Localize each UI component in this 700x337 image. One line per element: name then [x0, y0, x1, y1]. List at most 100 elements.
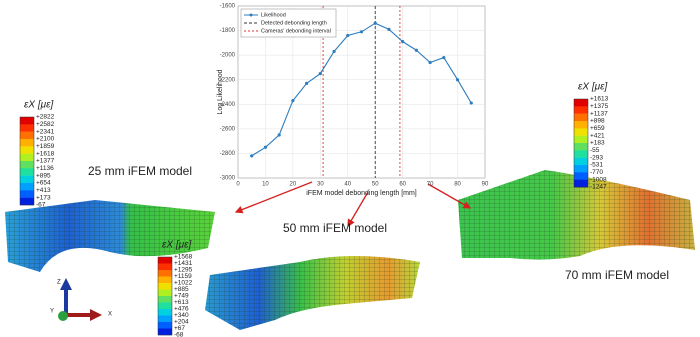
colorbar-label: -293: [590, 154, 603, 161]
colorbar-label: +476: [174, 306, 189, 313]
x-tick-label: 90: [482, 182, 489, 188]
colorbar-label: -1247: [590, 184, 607, 191]
colorbar-label: +413: [36, 187, 51, 194]
x-tick-label: 70: [427, 182, 434, 188]
colorbar-label: +1377: [36, 158, 55, 165]
colorbar-label: +1022: [174, 280, 193, 287]
data-point: [291, 99, 295, 103]
legend-label: Detected debonding length: [261, 20, 327, 26]
colorbar-label: +1859: [36, 143, 55, 150]
colorbar-label: -68: [174, 332, 184, 337]
colorbar-band: [574, 113, 588, 122]
colorbar-band: [20, 139, 34, 147]
colorbar-title: εX [με]: [578, 82, 607, 93]
colorbar-band: [158, 296, 172, 303]
colorbar-band: [158, 270, 172, 277]
colorbar-label: +613: [174, 299, 189, 306]
colorbar-frame: [157, 256, 173, 336]
colorbar-band: [574, 157, 588, 166]
x-tick-label: 60: [399, 182, 406, 188]
plate-mesh: [205, 256, 420, 330]
triad-label: Y: [50, 309, 54, 315]
x-axis-label: iFEM model debonding length [mm]: [306, 190, 417, 197]
colorbar-band: [574, 143, 588, 151]
colorbar-label: +1137: [590, 110, 608, 117]
colorbar-label: +1431: [174, 260, 193, 267]
y-tick-label: -2600: [220, 126, 236, 132]
y-tick-label: -2800: [220, 151, 236, 157]
data-point: [250, 154, 254, 158]
colorbar-label: +1136: [36, 165, 54, 172]
data-point: [401, 40, 405, 44]
colorbar-band: [158, 309, 172, 316]
x-tick-label: 10: [262, 182, 269, 188]
x-tick-label: 50: [372, 182, 379, 188]
colorbar-band: [574, 99, 588, 107]
colorbar-band: [20, 153, 34, 162]
colorbar-band: [574, 165, 588, 173]
colorbar-frame: [19, 116, 35, 206]
colorbar-band: [574, 172, 588, 180]
colorbar-label: +1375: [590, 103, 609, 110]
data-point: [373, 21, 377, 25]
data-point: [455, 78, 460, 82]
colorbar-band: [158, 302, 172, 310]
colorbar-band: [574, 135, 588, 144]
data-point: [332, 49, 336, 54]
data-point: [469, 101, 473, 105]
colorbar-band: [20, 161, 34, 169]
data-point: [428, 60, 432, 65]
y-axis-label: Log Likelihood: [217, 69, 224, 114]
colorbar-label: +2822: [36, 114, 55, 121]
data-point: [359, 30, 364, 34]
colorbar-label: +173: [36, 194, 51, 201]
colorbar-band: [158, 283, 172, 290]
plate-mesh: [5, 200, 215, 272]
colorbar-label: +1613: [590, 96, 609, 103]
colorbar-label: +2100: [36, 136, 55, 143]
colorbar-band: [158, 276, 172, 284]
colorbar-band: [158, 328, 172, 336]
x-tick-label: 80: [454, 182, 461, 188]
colorbar-band: [20, 131, 34, 140]
colorbar-label: +204: [174, 319, 189, 326]
axis-triad: Z Y X: [50, 278, 112, 321]
colorbar-label: +898: [590, 118, 605, 125]
data-point: [414, 48, 418, 52]
colorbar-band: [574, 128, 588, 136]
data-point: [318, 71, 322, 76]
triad-label: Z: [57, 280, 61, 286]
colorbar-band: [158, 315, 172, 323]
colorbar-band: [20, 190, 34, 198]
colorbar-label: +895: [36, 172, 51, 179]
model-label: 50 mm iFEM model: [283, 221, 387, 235]
colorbar-label: +1295: [174, 267, 193, 274]
colorbar-label: -67: [36, 202, 46, 209]
data-point: [305, 81, 309, 85]
colorbar-frame: [573, 98, 589, 188]
colorbar-band: [574, 179, 588, 188]
plate-mesh: [458, 170, 695, 260]
colorbar-label: -531: [590, 162, 603, 169]
x-tick-label: 40: [344, 182, 351, 188]
colorbar-label: -1008: [590, 176, 607, 183]
colorbar-band: [20, 146, 34, 154]
arrow: [427, 183, 472, 209]
data-point: [263, 145, 268, 149]
colorbar-band: [20, 197, 34, 206]
legend-label: Likelihood: [261, 12, 286, 18]
colorbar-label: +67: [174, 325, 185, 332]
colorbar-band: [20, 117, 34, 125]
colorbar-label: +749: [174, 293, 189, 300]
colorbar-label: +183: [590, 140, 605, 147]
colorbar-label: -55: [590, 147, 600, 154]
y-tick-label: -2000: [220, 53, 236, 59]
colorbar-band: [20, 183, 34, 191]
legend-swatch: [249, 13, 253, 17]
colorbar-band: [20, 175, 34, 184]
colorbar-label: +1618: [36, 150, 55, 157]
legend-label: Cameras' debonding interval: [261, 28, 331, 34]
colorbar-band: [574, 106, 588, 114]
x-tick-label: 20: [290, 182, 297, 188]
